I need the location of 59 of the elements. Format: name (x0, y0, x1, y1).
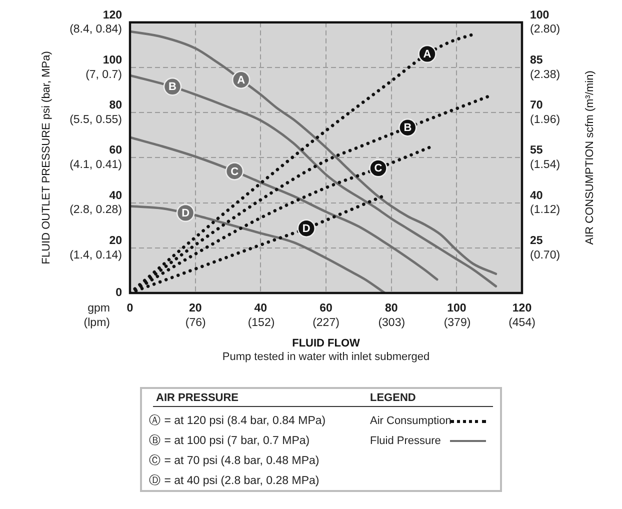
y2-tick-label: 40 (530, 190, 543, 202)
y-tick-label: 40 (109, 190, 122, 202)
x-tick-label: 60 (320, 302, 332, 314)
x-axis-title: FLUID FLOW (292, 337, 361, 350)
text: Pump tested in water with inlet submerged (221, 350, 431, 364)
x2-tick-label: (379) (444, 316, 471, 329)
series-label: A (423, 48, 432, 60)
text: gpm (lpm) (84, 302, 110, 329)
series-label: B (404, 122, 412, 134)
text: Fluid Pressure (370, 434, 441, 448)
series-label: B (168, 81, 176, 94)
text: Ⓑ = at 100 psi (7 bar, 0.7 MPa) (149, 434, 310, 449)
y2-tick-label: 70 (530, 100, 543, 112)
series-label: C (374, 162, 382, 175)
x-tick-label: 80 (384, 302, 398, 314)
y-tick-label: 100 (102, 54, 122, 66)
y2-tick-label: 100 (530, 9, 550, 22)
text: (5.5, 0.55) (70, 114, 122, 126)
text: LEGEND (370, 391, 416, 405)
y3-tick-label: (0.70) (530, 249, 560, 262)
text: (2.8, 0.28) (70, 204, 122, 216)
series-label: D (182, 207, 190, 220)
text: (4.1, 0.41) (70, 159, 122, 172)
x2-tick-label: (152) (248, 316, 275, 329)
y2-axis-title: AIR CONSUMPTION scfm (m³/min) (584, 70, 596, 245)
y-tick-label: 60 (109, 144, 122, 157)
text: AIR PRESSURE (156, 391, 239, 405)
x2-tick-label: (227) (312, 316, 340, 329)
x2-tick-label: (76) (185, 316, 206, 329)
y3-tick-label: (2.38) (530, 68, 560, 81)
y3-tick-label: (1.54) (530, 159, 560, 172)
y-tick-label: 0 (116, 287, 122, 300)
text: Ⓐ = at 120 psi (8.4 bar, 0.84 MPa) (149, 414, 326, 429)
x2-tick-label: (303) (378, 316, 406, 329)
y-tick-label: 20 (109, 234, 122, 247)
y-tick-label: 120 (102, 9, 122, 22)
text: (7, 0.7) (86, 68, 122, 81)
x2-tick-label: (454) (508, 316, 536, 329)
y3-tick-label: (1.12) (530, 204, 560, 216)
text: (1.4, 0.14) (70, 249, 122, 262)
text: Ⓒ = at 70 psi (4.8 bar, 0.48 MPa) (149, 454, 320, 469)
y3-tick-label: (2.80) (530, 24, 560, 36)
text: Ⓓ = at 40 psi (2.8 bar, 0.28 MPa) (149, 474, 320, 489)
text: (8.4, 0.84) (70, 24, 122, 36)
y2-tick-label: 25 (530, 234, 544, 247)
series-label: D (302, 222, 310, 235)
y3-tick-label: (1.96) (530, 114, 560, 126)
x-tick-label: 20 (188, 302, 202, 314)
y2-tick-label: 55 (530, 144, 544, 157)
x-tick-label: 40 (254, 302, 268, 314)
series-label: C (230, 166, 239, 178)
series-label: A (237, 74, 246, 86)
x-tick-label: 100 (447, 302, 466, 314)
y-tick-label: 80 (109, 100, 122, 112)
y2-tick-label: 85 (530, 54, 544, 66)
x-tick-label: 120 (512, 302, 532, 314)
y-axis-title: FLUID OUTLET PRESSURE psi (bar, MPa) (40, 51, 53, 264)
x-tick-label: 0 (126, 302, 134, 314)
text: Air Consumption (370, 414, 452, 428)
